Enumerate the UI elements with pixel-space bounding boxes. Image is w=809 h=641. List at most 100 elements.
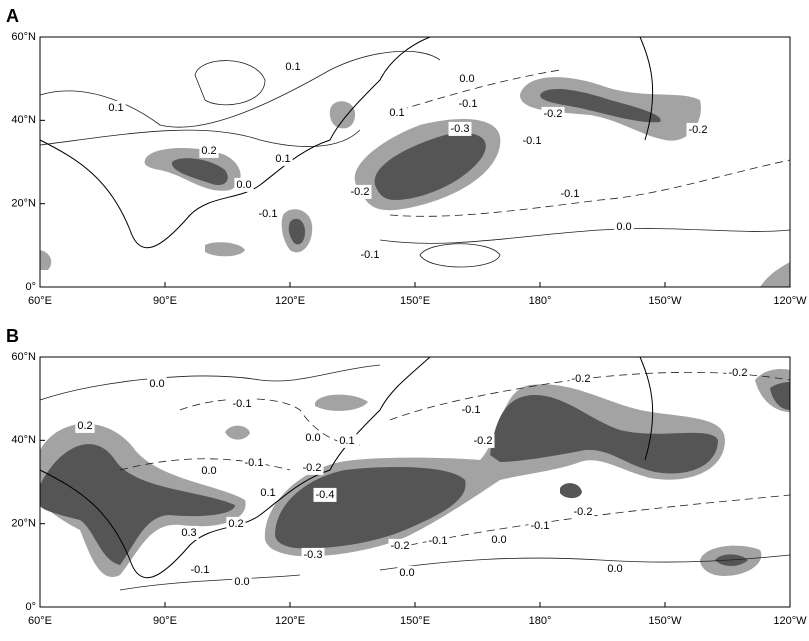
contour-label-bg xyxy=(520,133,544,148)
contour-label-bg xyxy=(258,485,278,500)
x-tick-label: 120°W xyxy=(773,615,807,627)
contour-label: 0.0 xyxy=(234,576,249,588)
contour-label: 0.1 xyxy=(285,61,300,73)
y-tick-label: 0° xyxy=(25,601,36,613)
contour-label-bg xyxy=(571,504,595,519)
contour-label: 0.2 xyxy=(228,518,243,530)
contour-label-bg xyxy=(283,59,303,74)
contour-label: -0.2 xyxy=(303,462,322,474)
x-tick-label: 120°E xyxy=(275,295,305,307)
y-tick-label: 60°N xyxy=(11,351,36,363)
contour-label: 0.0 xyxy=(491,534,506,546)
contour-label-bg xyxy=(234,177,254,192)
contour-label: 0.0 xyxy=(236,179,251,191)
panel-label: A xyxy=(6,6,19,26)
contour-label-bg xyxy=(726,365,750,380)
contour-label-bg xyxy=(614,219,634,234)
contour-label: -0.1 xyxy=(459,98,478,110)
contour-label-bg xyxy=(199,463,219,478)
x-tick-label: 60°E xyxy=(28,615,52,627)
contour-label: -0.2 xyxy=(689,124,708,136)
contour-label: -0.3 xyxy=(451,123,470,135)
contour-label: 0.0 xyxy=(607,563,622,575)
contour-label: -0.1 xyxy=(191,564,210,576)
y-tick-label: 20°N xyxy=(11,198,36,210)
contour-label: -0.2 xyxy=(574,506,593,518)
contour-label-bg xyxy=(348,184,372,199)
contour-label: -0.1 xyxy=(361,249,380,261)
contour-label-bg xyxy=(605,561,625,576)
contour-label-bg xyxy=(179,525,199,540)
y-tick-label: 20°N xyxy=(11,518,36,530)
contour-label: 0.1 xyxy=(108,102,123,114)
contour-label-bg xyxy=(300,460,324,475)
contour-label-bg xyxy=(456,96,480,111)
contour-label-bg xyxy=(106,100,126,115)
panel-b-shading xyxy=(40,369,790,577)
x-tick-label: 120°E xyxy=(275,615,305,627)
contour-label: -0.1 xyxy=(561,188,580,200)
x-tick-label: 90°E xyxy=(153,615,177,627)
panel-a-shading xyxy=(40,77,790,287)
contour-label-bg xyxy=(471,433,495,448)
contour-label-bg xyxy=(147,376,167,391)
contour-label: -0.1 xyxy=(523,135,542,147)
contour-label-bg xyxy=(397,565,417,580)
contour-label-bg xyxy=(489,532,509,547)
contour-label-bg xyxy=(303,430,323,445)
contour-label-bg xyxy=(273,151,293,166)
contour-label: 0.1 xyxy=(339,435,354,447)
contour-label-bg xyxy=(459,402,483,417)
contour-label: 0.0 xyxy=(305,432,320,444)
x-tick-label: 180° xyxy=(529,615,552,627)
contour-label: 0.2 xyxy=(77,420,92,432)
x-tick-label: 150°W xyxy=(648,295,682,307)
contour-label: -0.1 xyxy=(429,535,448,547)
contour-label-bg xyxy=(337,433,357,448)
contour-label-bg xyxy=(230,396,254,411)
contour-label: -0.2 xyxy=(391,540,410,552)
contour-label: -0.1 xyxy=(531,520,550,532)
contour-label-bg xyxy=(358,247,382,262)
contour-label-bg xyxy=(256,206,280,221)
contour-label-bg xyxy=(426,533,450,548)
x-tick-label: 150°W xyxy=(648,615,682,627)
x-tick-label: 90°E xyxy=(153,295,177,307)
contour-label-bg xyxy=(313,487,337,502)
contour-label-bg xyxy=(75,418,95,433)
contour-label-bg xyxy=(388,538,412,553)
x-tick-label: 180° xyxy=(529,295,552,307)
contour-label: 0.1 xyxy=(260,487,275,499)
contour-lines xyxy=(39,50,791,591)
contour-label: -0.4 xyxy=(316,489,335,501)
contour-label-bg xyxy=(528,518,552,533)
contour-label: -0.2 xyxy=(572,373,591,385)
contour-label: 0.3 xyxy=(181,527,196,539)
contour-label: -0.1 xyxy=(259,208,278,220)
contour-label-bg xyxy=(242,455,266,470)
panel-label: B xyxy=(6,326,19,346)
contour-label-bg xyxy=(448,121,472,136)
contour-label-bg xyxy=(301,547,325,562)
contour-label-bg xyxy=(387,105,407,120)
contour-label-bg xyxy=(226,516,246,531)
y-tick-label: 0° xyxy=(25,281,36,293)
y-tick-label: 60°N xyxy=(11,31,36,43)
contour-label: 0.0 xyxy=(201,465,216,477)
x-tick-label: 150°E xyxy=(400,295,430,307)
contour-label: 0.0 xyxy=(616,221,631,233)
contour-label: 0.0 xyxy=(459,73,474,85)
contour-label-bg xyxy=(569,371,593,386)
contour-label: -0.1 xyxy=(245,457,264,469)
contour-label: 0.1 xyxy=(389,107,404,119)
y-tick-label: 40°N xyxy=(11,114,36,126)
contour-label-bg xyxy=(457,71,477,86)
contour-label: -0.2 xyxy=(729,367,748,379)
contour-label-bg xyxy=(199,143,219,158)
x-tick-label: 120°W xyxy=(773,295,807,307)
x-tick-label: 60°E xyxy=(28,295,52,307)
contour-label: 0.0 xyxy=(149,378,164,390)
contour-label: 0.2 xyxy=(201,145,216,157)
contour-label: -0.1 xyxy=(233,398,252,410)
